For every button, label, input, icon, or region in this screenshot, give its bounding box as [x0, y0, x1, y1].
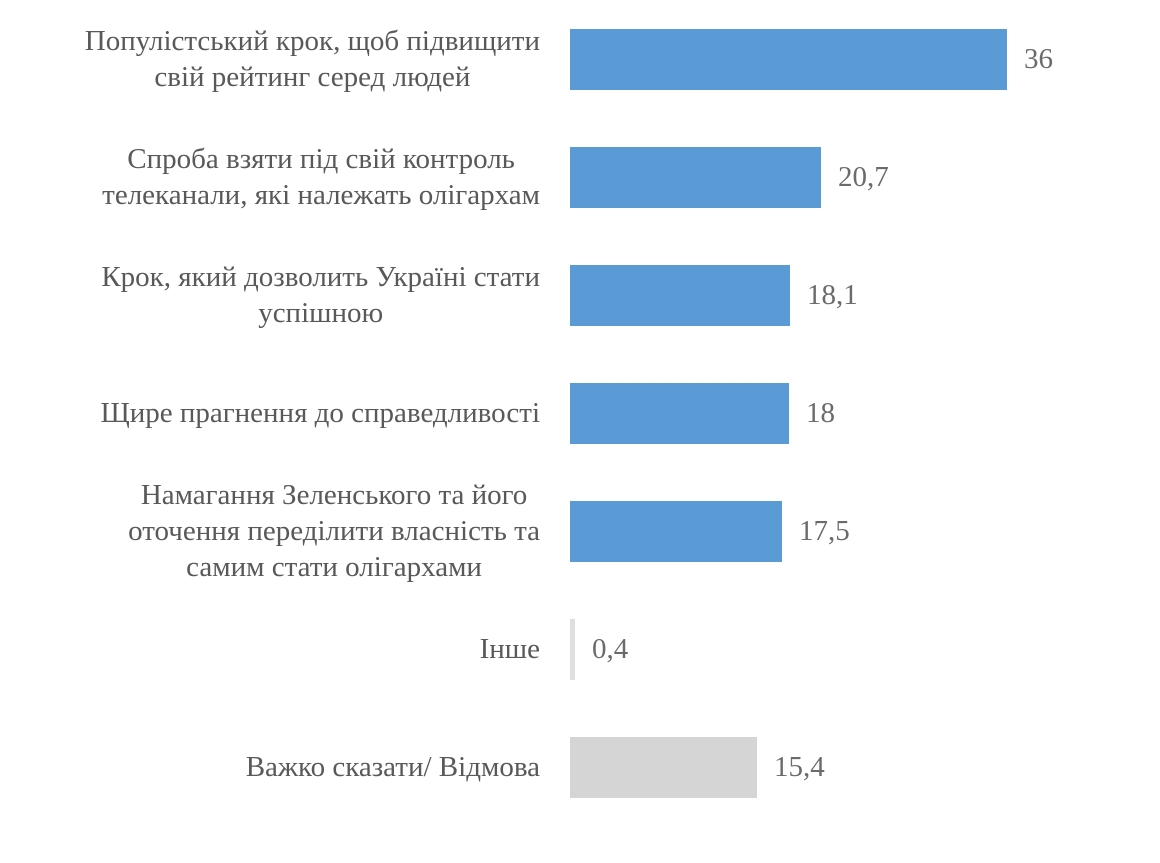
- chart-row: Інше 0,4: [0, 590, 1160, 708]
- chart-row: Важко сказати/ Відмова 15,4: [0, 708, 1160, 826]
- category-label: Спроба взяти під свій контроль телеканал…: [102, 143, 540, 211]
- chart-row: Популістський крок, щоб підвищити свій р…: [0, 0, 1160, 118]
- category-label-cell: Важко сказати/ Відмова: [0, 708, 540, 826]
- bar-cell: 0,4: [570, 590, 1160, 708]
- bar-cell: 36: [570, 0, 1160, 118]
- bar-cell: 18,1: [570, 236, 1160, 354]
- chart-row: Щире прагнення до справедливості 18: [0, 354, 1160, 472]
- value-label: 20,7: [838, 160, 889, 193]
- bar-cell: 17,5: [570, 472, 1160, 590]
- bar-cell: 15,4: [570, 708, 1160, 826]
- bar-cell: 18: [570, 354, 1160, 472]
- value-label: 36: [1024, 42, 1053, 75]
- bar: [570, 28, 1007, 90]
- category-label: Щире прагнення до справедливості: [100, 397, 540, 429]
- chart-row: Крок, який дозволить Україні стати успіш…: [0, 236, 1160, 354]
- bar: [570, 146, 821, 208]
- chart-row: Спроба взяти під свій контроль телеканал…: [0, 118, 1160, 236]
- bar-cell: 20,7: [570, 118, 1160, 236]
- category-label: Намагання Зеленського та його оточення п…: [128, 479, 540, 583]
- category-label-cell: Популістський крок, щоб підвищити свій р…: [0, 0, 540, 118]
- value-label: 15,4: [774, 750, 825, 783]
- category-label: Важко сказати/ Відмова: [245, 751, 540, 783]
- value-label: 17,5: [799, 514, 850, 547]
- category-label: Крок, який дозволить Україні стати успіш…: [101, 261, 540, 329]
- category-label: Популістський крок, щоб підвищити свій р…: [84, 25, 540, 93]
- category-label-cell: Щире прагнення до справедливості: [0, 354, 540, 472]
- bar: [570, 736, 757, 798]
- value-label: 18,1: [807, 278, 858, 311]
- bar: [570, 500, 782, 562]
- chart-row: Намагання Зеленського та його оточення п…: [0, 472, 1160, 590]
- bar: [570, 264, 790, 326]
- chart-plot-area: Популістський крок, щоб підвищити свій р…: [0, 0, 1160, 826]
- value-label: 0,4: [592, 632, 629, 665]
- category-label: Інше: [479, 633, 540, 665]
- category-label-cell: Намагання Зеленського та його оточення п…: [0, 472, 540, 590]
- bar: [570, 618, 575, 680]
- category-label-cell: Крок, який дозволить Україні стати успіш…: [0, 236, 540, 354]
- value-label: 18: [806, 396, 835, 429]
- bar: [570, 382, 789, 444]
- category-label-cell: Спроба взяти під свій контроль телеканал…: [0, 118, 540, 236]
- category-label-cell: Інше: [0, 590, 540, 708]
